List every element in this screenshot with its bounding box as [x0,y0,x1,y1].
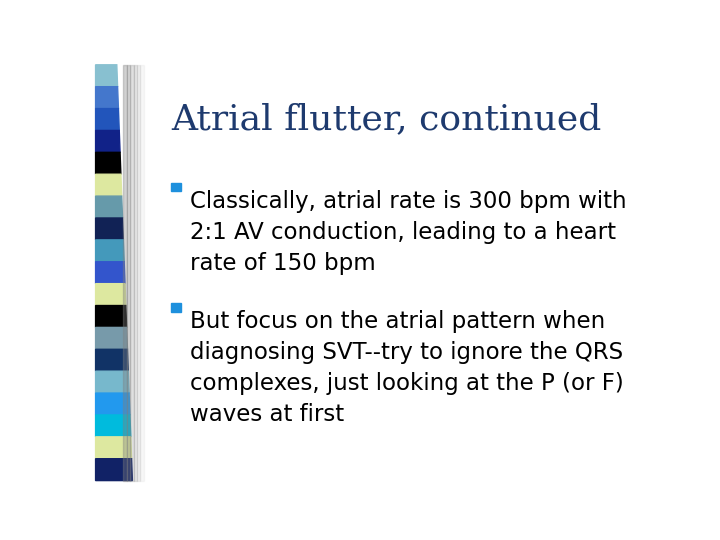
Polygon shape [96,87,118,109]
Bar [137,65,140,481]
Polygon shape [96,393,130,415]
Polygon shape [96,109,120,131]
Polygon shape [96,174,122,196]
Bar [140,65,143,481]
Bar [127,65,130,481]
Bar [133,65,137,481]
Polygon shape [96,349,128,371]
Polygon shape [96,327,127,349]
Bar [130,65,133,481]
Polygon shape [96,415,131,437]
Text: Classically, atrial rate is 300 bpm with
2:1 AV conduction, leading to a heart
r: Classically, atrial rate is 300 bpm with… [190,190,627,275]
Bar [171,183,181,191]
Polygon shape [96,284,126,306]
Polygon shape [96,152,121,174]
Polygon shape [96,196,122,218]
Polygon shape [96,458,132,481]
Polygon shape [96,240,124,262]
Bar [124,65,127,481]
Polygon shape [96,218,123,240]
Text: Atrial flutter, continued: Atrial flutter, continued [171,102,601,136]
Polygon shape [96,262,125,284]
Polygon shape [96,65,117,87]
Bar [171,303,181,312]
Polygon shape [96,371,129,393]
Polygon shape [96,131,120,152]
Polygon shape [96,306,127,327]
Text: But focus on the atrial pattern when
diagnosing SVT--try to ignore the QRS
compl: But focus on the atrial pattern when dia… [190,310,624,427]
Polygon shape [96,437,132,458]
